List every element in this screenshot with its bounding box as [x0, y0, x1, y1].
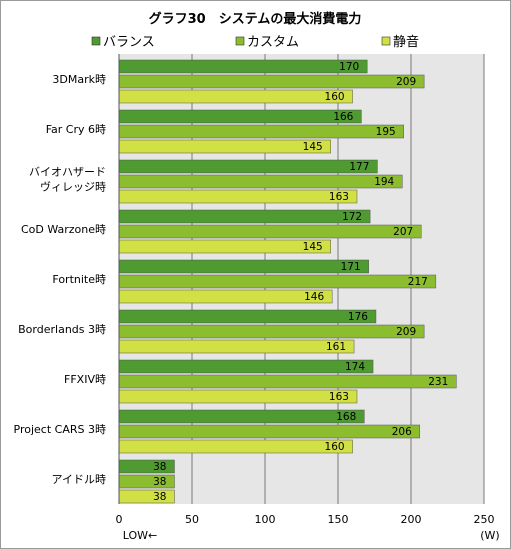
- x-tick-label: 0: [116, 513, 123, 526]
- x-axis-note: LOW←: [123, 529, 158, 542]
- bar-value-label: 171: [341, 261, 361, 273]
- bar-value-label: 217: [408, 276, 428, 288]
- bar: [118, 89, 353, 104]
- bar-value-label: 161: [326, 341, 346, 353]
- x-axis-ticks: 0 50 100 150 200 250: [116, 513, 495, 526]
- bar-value-label: 38: [153, 461, 166, 473]
- chart-title: グラフ30 システムの最大消費電力: [149, 11, 362, 27]
- bar-value-label: 170: [339, 61, 359, 73]
- bar: [118, 389, 358, 404]
- category-label: CoD Warzone時: [21, 223, 106, 236]
- legend-swatch: [381, 36, 391, 46]
- category-label: FFXIV時: [64, 373, 106, 386]
- bar-value-label: 195: [376, 126, 396, 138]
- x-tick-label: 150: [328, 513, 349, 526]
- bar: [118, 239, 331, 254]
- bar: [118, 289, 333, 304]
- bar-value-label: 209: [396, 76, 416, 88]
- bar-value-label: 166: [333, 111, 353, 123]
- bar: [118, 324, 425, 339]
- bar-value-label: 145: [303, 241, 323, 253]
- bar: [118, 409, 365, 424]
- bar-value-label: 38: [153, 476, 166, 488]
- bar: [118, 339, 355, 354]
- legend-swatch: [91, 36, 101, 46]
- legend-label: 静音: [393, 34, 419, 50]
- legend-label: カスタム: [247, 35, 299, 50]
- legend-label: バランス: [103, 35, 155, 50]
- category-label: ヴィレッジ時: [40, 180, 106, 194]
- category-label: 3DMark時: [52, 73, 106, 86]
- bar-value-label: 174: [345, 361, 365, 373]
- bar: [118, 224, 422, 239]
- bar: [118, 159, 378, 174]
- x-tick-label: 200: [401, 513, 422, 526]
- bar-value-label: 168: [336, 411, 356, 423]
- bar: [118, 109, 362, 124]
- bar: [118, 189, 358, 204]
- bar-value-label: 163: [329, 391, 349, 403]
- bar: [118, 259, 369, 274]
- x-tick-label: 100: [255, 513, 276, 526]
- bar-value-label: 145: [303, 141, 323, 153]
- category-label: バイオハザード: [29, 166, 106, 179]
- bar-value-label: 194: [374, 176, 394, 188]
- bar: [118, 209, 371, 224]
- category-label: Fortnite時: [52, 273, 106, 286]
- bar-value-label: 160: [325, 441, 345, 453]
- bar-value-label: 176: [348, 311, 368, 323]
- bar: [118, 74, 425, 89]
- bar: [118, 359, 374, 374]
- category-label: Far Cry 6時: [46, 123, 106, 136]
- bar-value-label: 207: [393, 226, 413, 238]
- legend: バランス カスタム 静音: [91, 34, 419, 50]
- bar: [118, 139, 331, 154]
- category-label: アイドル時: [52, 473, 106, 486]
- bars: 170 209 160 166 195 145 177 194 163 172 207 145 171 2…: [118, 59, 457, 504]
- category-label: Project CARS 3時: [14, 423, 106, 436]
- bar-value-label: 231: [428, 376, 448, 388]
- bar-value-label: 209: [396, 326, 416, 338]
- category-label: Borderlands 3時: [18, 323, 106, 336]
- bar: [118, 374, 457, 389]
- legend-swatch: [235, 36, 245, 46]
- bar-value-label: 172: [342, 211, 362, 223]
- bar: [118, 124, 404, 139]
- bar-value-label: 38: [153, 491, 166, 503]
- x-axis-unit: (W): [480, 529, 499, 542]
- bar: [118, 309, 377, 324]
- bar: [118, 439, 353, 454]
- bar: [118, 174, 403, 189]
- bar: [118, 274, 437, 289]
- bar: [118, 424, 421, 439]
- bar-value-label: 177: [349, 161, 369, 173]
- x-tick-label: 250: [474, 513, 495, 526]
- bar-value-label: 160: [325, 91, 345, 103]
- bar-value-label: 146: [304, 291, 324, 303]
- bar-value-label: 206: [392, 426, 412, 438]
- bar: [118, 59, 368, 74]
- bar-value-label: 163: [329, 191, 349, 203]
- x-tick-label: 50: [185, 513, 199, 526]
